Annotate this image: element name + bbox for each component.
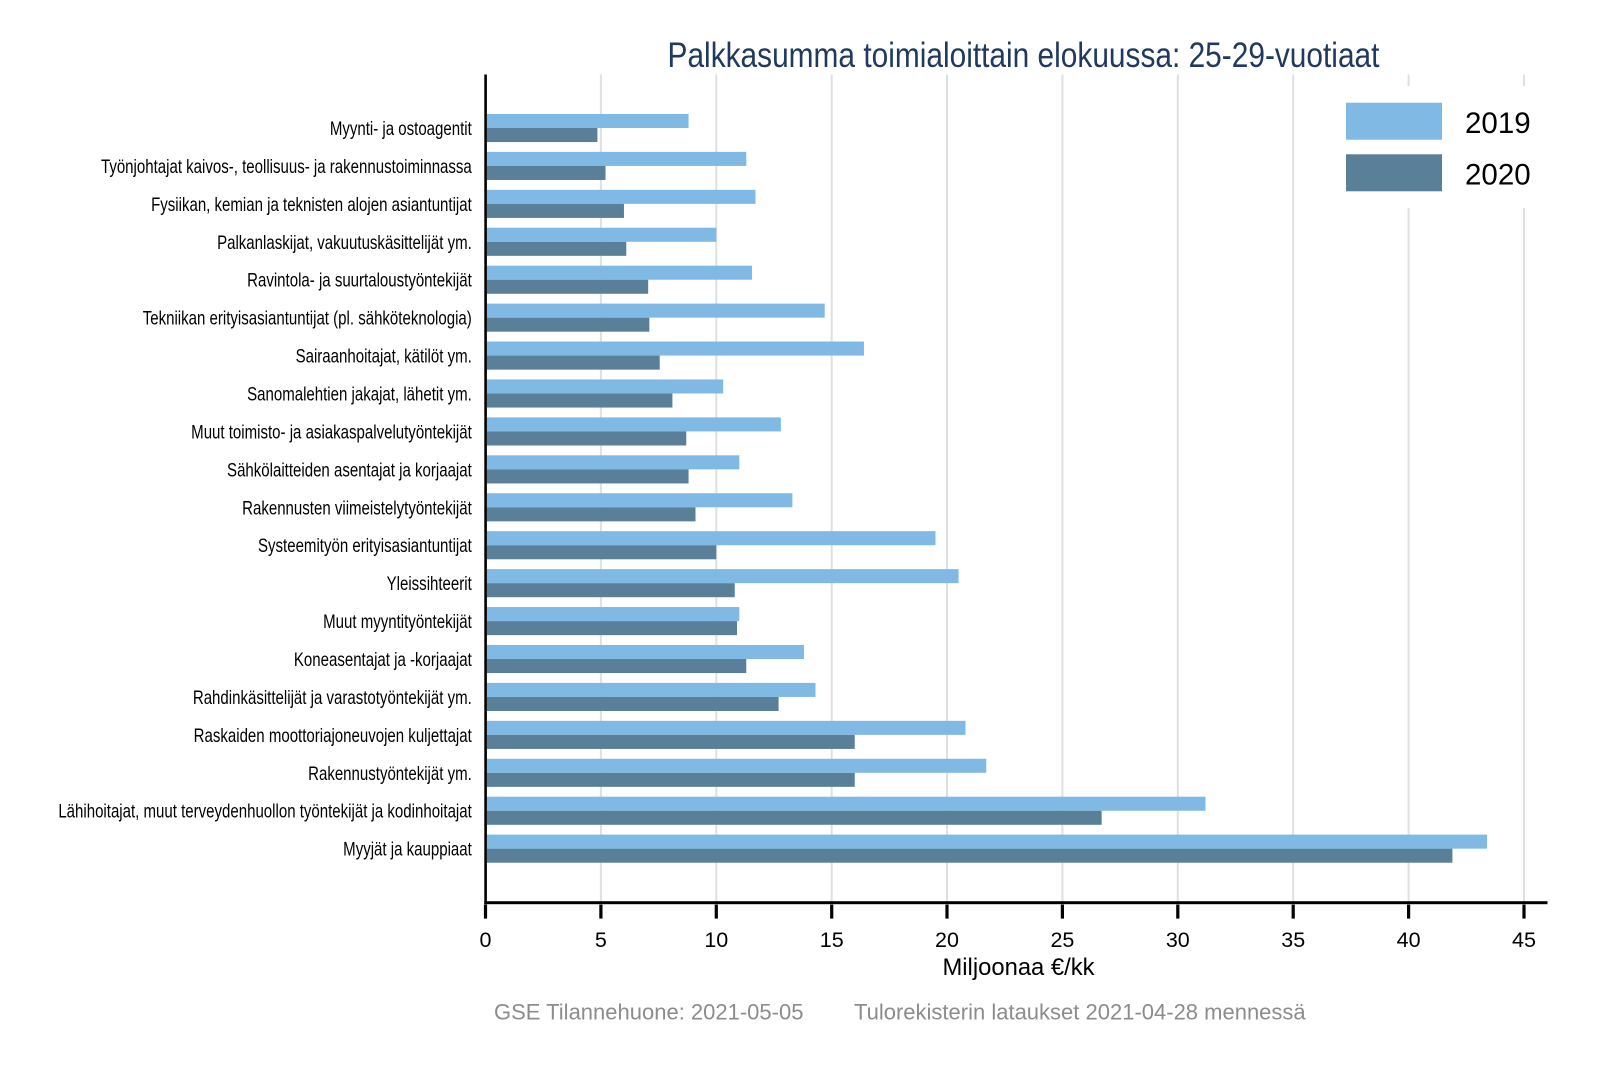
svg-text:2019: 2019	[1465, 107, 1531, 140]
svg-text:Rakennusten viimeistelytyöntek: Rakennusten viimeistelytyöntekijät	[242, 497, 472, 519]
svg-text:5: 5	[595, 928, 607, 952]
svg-text:Työnjohtajat kaivos-, teollisu: Työnjohtajat kaivos-, teollisuus- ja rak…	[101, 155, 472, 177]
svg-text:Sanomalehtien jakajat, lähetit: Sanomalehtien jakajat, lähetit ym.	[247, 383, 472, 405]
svg-text:Raskaiden moottoriajoneuvojen: Raskaiden moottoriajoneuvojen kuljettaja…	[194, 724, 472, 746]
svg-text:Sairaanhoitajat, kätilöt ym.: Sairaanhoitajat, kätilöt ym.	[296, 345, 472, 367]
svg-text:25: 25	[1050, 928, 1074, 952]
svg-text:Fysiikan, kemian ja teknisten: Fysiikan, kemian ja teknisten alojen asi…	[151, 193, 472, 215]
svg-text:30: 30	[1166, 928, 1190, 952]
svg-text:20: 20	[935, 928, 959, 952]
svg-text:Muut myyntityöntekijät: Muut myyntityöntekijät	[323, 610, 472, 632]
svg-text:Yleissihteerit: Yleissihteerit	[387, 572, 472, 594]
svg-text:40: 40	[1397, 928, 1421, 952]
svg-text:Rakennustyöntekijät ym.: Rakennustyöntekijät ym.	[308, 762, 472, 784]
svg-text:Systeemityön erityisasiantunti: Systeemityön erityisasiantuntijat	[258, 534, 472, 556]
svg-text:2020: 2020	[1465, 159, 1531, 192]
svg-text:Sähkölaitteiden asentajat ja k: Sähkölaitteiden asentajat ja korjaajat	[227, 459, 472, 481]
svg-text:Tekniikan erityisasiantuntijat: Tekniikan erityisasiantuntijat (pl. sähk…	[143, 307, 472, 329]
svg-text:Palkkasumma toimialoittain elo: Palkkasumma toimialoittain elokuussa: 25…	[668, 34, 1380, 74]
svg-text:Koneasentajat ja -korjaajat: Koneasentajat ja -korjaajat	[294, 648, 472, 670]
svg-text:Lähihoitajat, muut terveydenhu: Lähihoitajat, muut terveydenhuollon työn…	[58, 800, 472, 822]
svg-text:Rahdinkäsittelijät ja varastot: Rahdinkäsittelijät ja varastotyöntekijät…	[193, 686, 472, 708]
svg-text:Myynti- ja ostoagentit: Myynti- ja ostoagentit	[330, 117, 472, 139]
svg-text:15: 15	[820, 928, 844, 952]
svg-text:Miljoonaa €/kk: Miljoonaa €/kk	[942, 954, 1094, 981]
svg-text:Muut toimisto- ja asiakaspalve: Muut toimisto- ja asiakaspalvelutyönteki…	[191, 421, 472, 443]
svg-text:Myyjät ja kauppiaat: Myyjät ja kauppiaat	[343, 838, 472, 860]
svg-text:45: 45	[1512, 928, 1536, 952]
svg-text:10: 10	[704, 928, 728, 952]
svg-text:Tulorekisterin lataukset 2021-: Tulorekisterin lataukset 2021-04-28 menn…	[854, 999, 1306, 1024]
svg-text:Palkanlaskijat, vakuutuskäsitt: Palkanlaskijat, vakuutuskäsittelijät ym.	[217, 231, 472, 253]
svg-text:35: 35	[1281, 928, 1305, 952]
svg-text:GSE Tilannehuone: 2021-05-05: GSE Tilannehuone: 2021-05-05	[494, 999, 803, 1024]
svg-text:Ravintola- ja suurtaloustyönte: Ravintola- ja suurtaloustyöntekijät	[247, 269, 472, 291]
svg-text:0: 0	[480, 928, 492, 952]
